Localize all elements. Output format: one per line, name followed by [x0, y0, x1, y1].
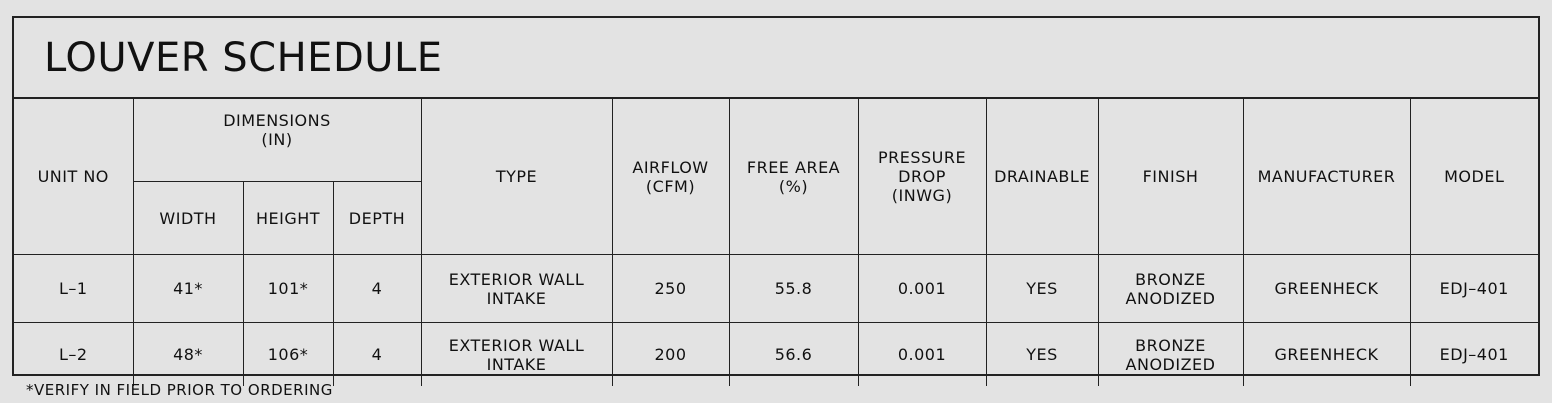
header-finish: FINISH: [1097, 99, 1244, 255]
header-subrow: WIDTH HEIGHT DEPTH: [14, 181, 1538, 255]
header-unit-no: UNIT NO: [14, 99, 134, 255]
cell-width: 41*: [132, 254, 244, 323]
cell-height: 101*: [242, 254, 334, 323]
cell-free-area: 55.8: [728, 254, 859, 323]
cell-finish: BRONZE ANODIZED: [1097, 322, 1244, 386]
louver-schedule-sheet: LOUVER SCHEDULE UNIT NO DIMENSIONS (IN) …: [12, 16, 1540, 386]
cell-depth: 4: [332, 254, 422, 323]
header-drainable: DRAINABLE: [985, 99, 1099, 255]
header-row: UNIT NO DIMENSIONS (IN) TYPE AIRFLOW (CF…: [14, 99, 1538, 255]
header-manufacturer: MANUFACTURER: [1242, 99, 1411, 255]
cell-airflow: 250: [611, 254, 730, 323]
cell-depth: 4: [332, 322, 422, 386]
cell-type: EXTERIOR WALL INTAKE: [420, 254, 613, 323]
header-width: WIDTH: [133, 181, 244, 255]
header-depth: DEPTH: [332, 181, 421, 255]
table-row: L–2 48* 106* 4 EXTERIOR WALL INTAKE 200 …: [14, 322, 1538, 386]
cell-unit-no: L–2: [14, 322, 134, 386]
schedule-title: LOUVER SCHEDULE: [44, 35, 443, 81]
cell-width: 48*: [132, 322, 244, 386]
cell-manufacturer: GREENHECK: [1242, 254, 1411, 323]
header-dimensions: DIMENSIONS (IN): [132, 99, 422, 182]
cell-pressure-drop: 0.001: [857, 254, 987, 323]
cell-drainable: YES: [985, 322, 1099, 386]
cell-model: EDJ–401: [1409, 322, 1538, 386]
cell-type: EXTERIOR WALL INTAKE: [420, 322, 613, 386]
footnote: *VERIFY IN FIELD PRIOR TO ORDERING: [26, 381, 333, 399]
header-free-area: FREE AREA (%): [728, 99, 859, 255]
cell-manufacturer: GREENHECK: [1242, 322, 1411, 386]
cell-model: EDJ–401: [1409, 254, 1538, 323]
cell-finish: BRONZE ANODIZED: [1097, 254, 1244, 323]
header-model: MODEL: [1409, 99, 1538, 255]
header-airflow: AIRFLOW (CFM): [611, 99, 730, 255]
table-row: L–1 41* 101* 4 EXTERIOR WALL INTAKE 250 …: [14, 254, 1538, 323]
cell-drainable: YES: [985, 254, 1099, 323]
cell-free-area: 56.6: [728, 322, 859, 386]
cell-pressure-drop: 0.001: [857, 322, 987, 386]
header-height: HEIGHT: [242, 181, 334, 255]
header-pressure-drop: PRESSURE DROP (INWG): [857, 99, 987, 255]
cell-airflow: 200: [611, 322, 730, 386]
cell-unit-no: L–1: [14, 254, 134, 323]
title-bar: LOUVER SCHEDULE: [14, 18, 1538, 99]
louver-schedule-table: UNIT NO DIMENSIONS (IN) TYPE AIRFLOW (CF…: [14, 99, 1538, 386]
cell-height: 106*: [242, 322, 334, 386]
header-type: TYPE: [420, 99, 613, 255]
